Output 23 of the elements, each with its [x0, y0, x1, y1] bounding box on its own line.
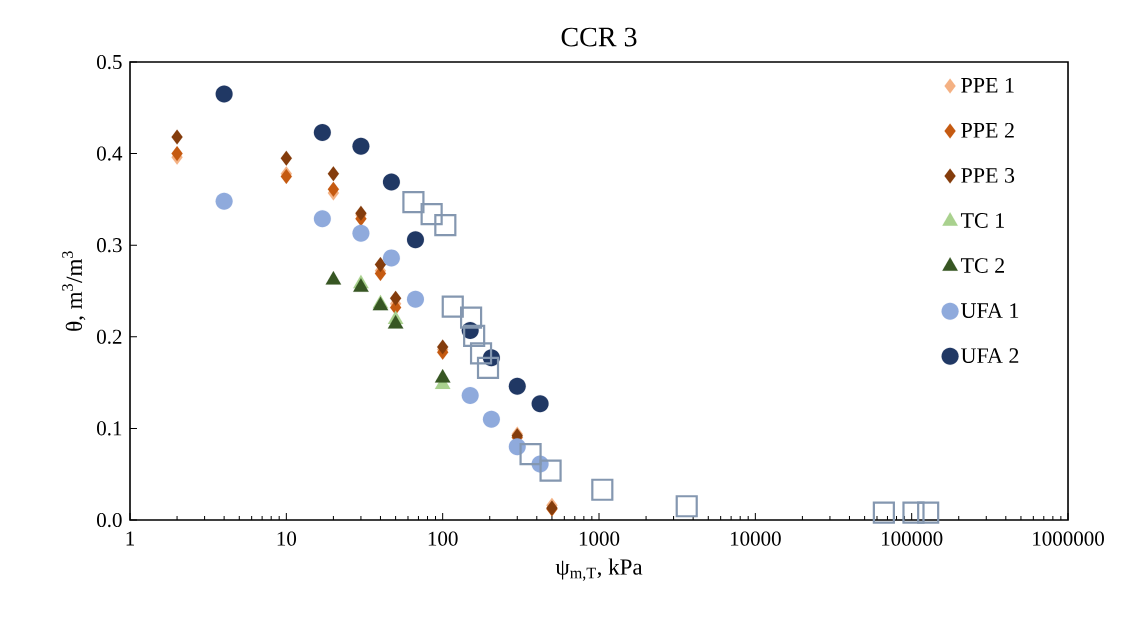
y-tick-label: 0.4 — [97, 146, 123, 161]
legend-label: UFA 2 — [961, 348, 1019, 364]
legend-label: TC 1 — [960, 213, 1004, 228]
x-tick-label: 1000 — [579, 531, 620, 546]
legend-label: TC 2 — [960, 258, 1004, 273]
legend-label: PPE 2 — [961, 122, 1014, 138]
x-tick-label: 10000 — [730, 531, 781, 546]
y-tick-label: 0.3 — [97, 238, 122, 253]
x-tick-label: 1 — [126, 531, 134, 546]
chart-title: CCR 3 — [561, 27, 637, 47]
y-tick-label: 0.2 — [97, 329, 122, 344]
x-axis-title: ψ$_{m,T}$, kPa — [555, 558, 643, 581]
y-tick-label: 0.5 — [97, 54, 122, 70]
legend-label: PPE 3 — [961, 168, 1015, 183]
x-tick-label: 1000000 — [1033, 531, 1104, 546]
y-axis-title: θ, m$^{3}$/m$^{3}$ — [62, 251, 86, 331]
x-tick-label: 100000 — [882, 531, 943, 546]
x-tick-label: 100 — [428, 531, 458, 546]
legend-label: UFA 1 — [961, 303, 1019, 318]
y-tick-label: 0.0 — [97, 512, 122, 528]
x-tick-label: 10 — [277, 531, 297, 546]
legend-label: PPE 1 — [961, 77, 1014, 93]
y-tick-label: 0.1 — [97, 421, 122, 436]
